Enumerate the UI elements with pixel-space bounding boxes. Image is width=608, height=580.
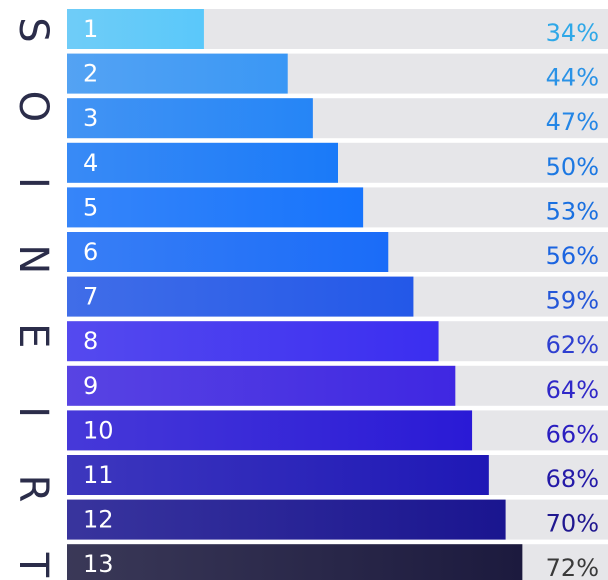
bar-value-label: 68% <box>546 465 599 493</box>
bar <box>67 98 313 139</box>
bar <box>67 410 473 451</box>
bar-category-label: 1 <box>83 15 98 43</box>
value-labels: 34% 44% 47% 50% 53% 56% 59% 62% 64% 66% 68% 70% 72% <box>546 19 599 580</box>
side-title-letter: I <box>10 406 56 418</box>
bar <box>67 232 389 272</box>
bar <box>67 142 338 183</box>
bar-value-label: 50% <box>546 153 599 181</box>
bar <box>67 365 456 406</box>
bar <box>67 455 489 495</box>
bar-category-label: 9 <box>83 372 98 400</box>
side-title-letter: N <box>10 244 56 274</box>
side-title-letter: I <box>10 177 56 189</box>
bar-category-label: 3 <box>83 104 98 132</box>
bar-category-label: 10 <box>83 416 114 444</box>
bar <box>67 53 288 94</box>
bar-category-label: 6 <box>83 238 98 266</box>
bar-category-label: 7 <box>83 283 98 311</box>
bar-category-label: 4 <box>83 149 98 177</box>
side-title-letter: O <box>10 91 56 122</box>
side-title-letter: T <box>10 552 56 578</box>
bar-value-label: 53% <box>546 197 599 225</box>
bar <box>67 321 439 362</box>
bar-category-label: 8 <box>83 327 98 355</box>
bar-category-label: 11 <box>83 461 114 489</box>
side-title: T R I E N I O S <box>10 17 56 577</box>
side-title-letter: R <box>10 475 56 503</box>
bars <box>67 9 523 580</box>
side-title-letter: E <box>10 323 56 348</box>
bar-category-label: 2 <box>83 60 98 88</box>
bar-value-label: 64% <box>546 376 599 404</box>
bar-value-label: 56% <box>546 242 599 270</box>
bar <box>67 187 364 228</box>
bar <box>67 544 523 580</box>
bar-category-label: 5 <box>83 193 98 221</box>
bar-value-label: 34% <box>546 19 599 47</box>
bar-value-label: 59% <box>546 287 599 315</box>
bar-value-label: 62% <box>546 331 599 359</box>
bar-category-label: 13 <box>83 550 114 578</box>
bar <box>67 276 414 317</box>
side-title-letter: S <box>10 17 56 42</box>
bar <box>67 499 506 540</box>
bar-value-label: 44% <box>546 64 599 92</box>
bar-category-label: 12 <box>83 506 114 534</box>
bar <box>67 9 204 49</box>
bar-value-label: 72% <box>546 554 599 580</box>
bar-value-label: 47% <box>546 108 599 136</box>
bar-value-label: 70% <box>546 510 599 538</box>
bar-value-label: 66% <box>546 420 599 448</box>
